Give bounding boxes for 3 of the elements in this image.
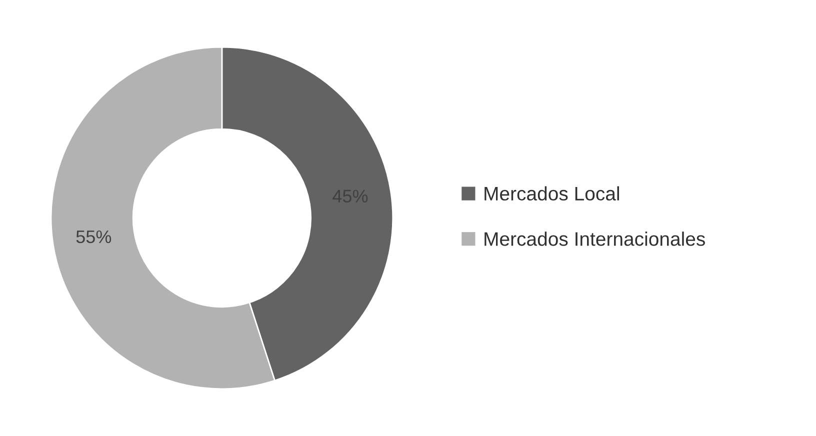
- legend-label: Mercados Internacionales: [484, 232, 705, 246]
- legend-label: Mercados Local: [484, 186, 619, 201]
- data-label: 55%: [76, 230, 112, 244]
